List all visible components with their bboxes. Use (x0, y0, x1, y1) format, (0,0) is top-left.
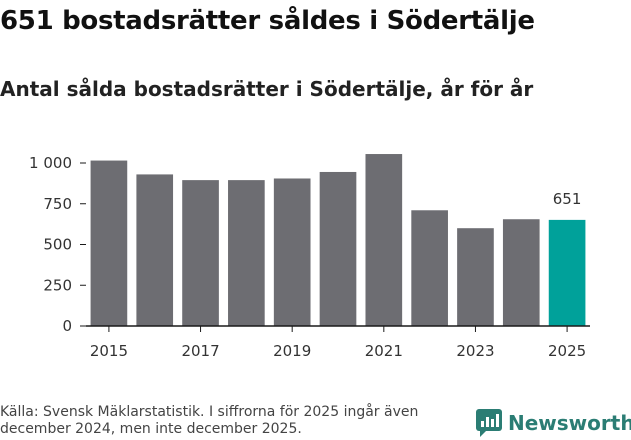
bar-2018 (228, 180, 265, 326)
y-tick-label: 0 (62, 317, 72, 335)
bar-2023 (457, 228, 494, 326)
bar-2017 (182, 180, 219, 326)
bar-2024 (502, 219, 540, 326)
x-tick-label: 2021 (365, 342, 403, 360)
y-tick-label: 750 (43, 195, 72, 213)
x-tick-label: 2017 (181, 342, 219, 360)
newsworthy-logo-icon (476, 409, 502, 437)
x-tick-label: 2025 (548, 342, 586, 360)
bar-2015 (90, 160, 128, 326)
bar-2019 (273, 178, 311, 326)
source-note: Källa: Svensk Mäklarstatistik. I siffror… (0, 404, 419, 437)
brand-name: Newsworthy (508, 411, 631, 435)
bar-2020 (319, 171, 357, 326)
bar-chart: 0 250 500 750 1 000 651 2015 2017 2019 2021 2023 20… (29, 154, 590, 360)
bar-2016 (136, 174, 174, 326)
x-tick-label: 2023 (456, 342, 494, 360)
chart-title: 651 bostadsrätter såldes i Södertälje (0, 6, 535, 36)
bar-2025 (548, 219, 586, 326)
y-tick-label: 500 (43, 236, 72, 254)
bar-2021 (365, 154, 403, 326)
brand-logo: Newsworthy (476, 406, 631, 440)
y-tick-label: 1 000 (29, 154, 72, 172)
chart-subtitle: Antal sålda bostadsrätter i Södertälje, … (0, 77, 534, 101)
y-tick-label: 250 (43, 276, 72, 294)
bar-2022 (411, 210, 448, 326)
data-label-highlight: 651 (553, 190, 582, 208)
x-tick-label: 2015 (90, 342, 128, 360)
x-tick-label: 2019 (273, 342, 311, 360)
